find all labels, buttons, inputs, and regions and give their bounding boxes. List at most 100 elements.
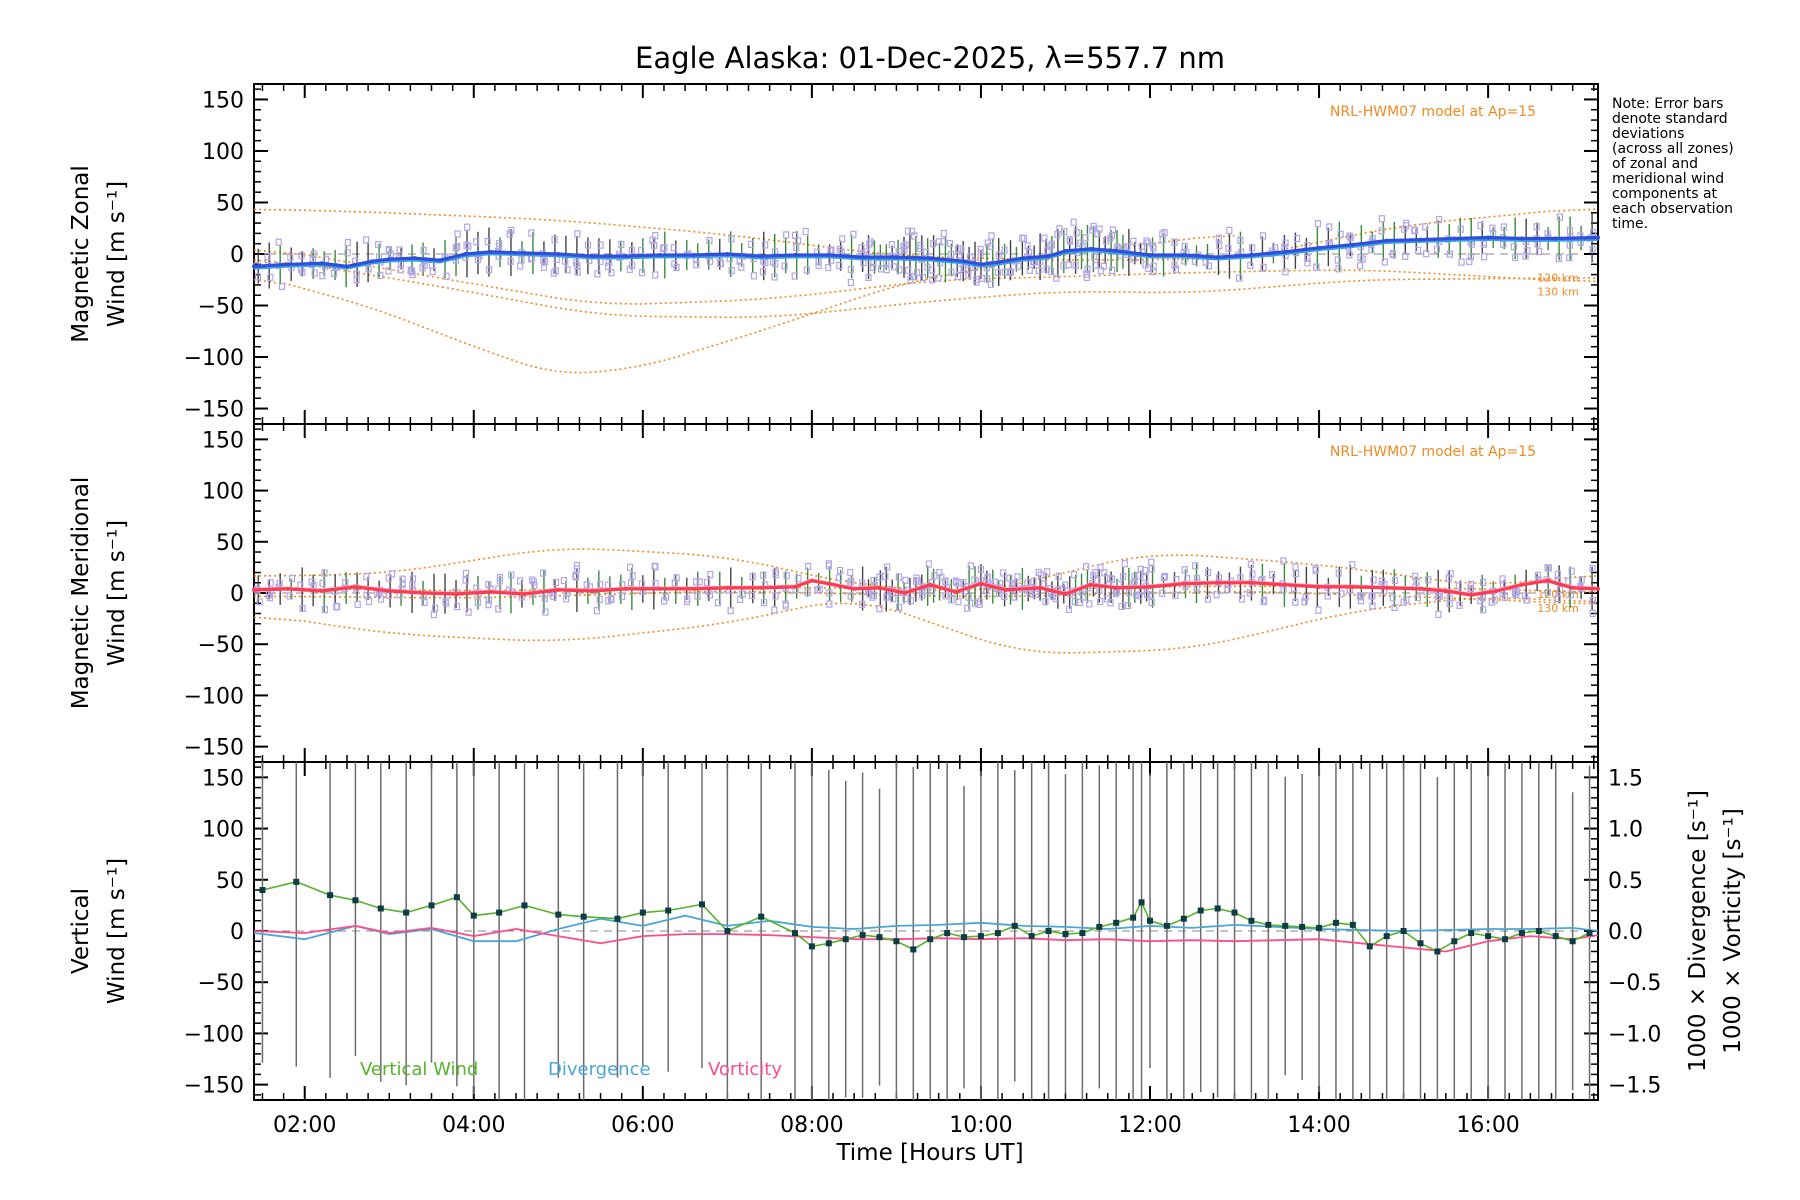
wind-data-point [488,589,493,594]
scatter-point [1204,595,1212,603]
scatter-point [442,597,449,605]
vertical-wind-point [1138,899,1145,906]
scatter-point [836,261,843,270]
wind-data-point [319,261,324,266]
scatter-point [1225,244,1232,252]
scatter-point [1205,262,1213,270]
wind-data-point [1317,245,1322,250]
scatter-point [966,253,974,261]
scatter-point [485,580,492,589]
wind-data-point [387,257,392,262]
scatter-point [884,593,891,601]
wind-data-point [556,587,561,592]
scatter-point [1414,594,1421,602]
scatter-point [1237,236,1244,245]
vertical-wind-point [1383,933,1390,940]
wind-data-point [1249,580,1254,585]
scatter-point [1030,578,1037,586]
scatter-point [1148,558,1155,566]
scatter-point [977,249,984,257]
scatter-point [948,268,955,276]
note-line: deviations [1612,126,1684,142]
scatter-point [1065,605,1073,613]
scatter-point [1304,259,1311,267]
scatter-point [828,246,835,254]
scatter-point [869,593,876,601]
wind-data-point [1148,253,1152,258]
wind-data-point [657,253,662,258]
scatter-point [750,272,757,280]
scatter-point [1349,561,1356,569]
scatter-point [870,576,877,585]
vertical-wind-point [910,946,917,953]
wind-data-point [928,582,933,587]
vertical-wind-point [1316,924,1323,931]
scatter-point [409,575,417,583]
vertical-wind-point [1417,940,1424,947]
scatter-point [265,591,272,599]
vertical-wind-point [944,930,951,937]
scatter-point [385,574,392,582]
scatter-point [1024,242,1031,250]
scatter-point [1224,585,1231,594]
note-line: (across all zones) [1612,141,1734,157]
scatter-point [929,240,937,248]
vertical-wind-point [927,936,934,943]
vertical-wind-point [808,943,815,950]
scatter-point [1458,258,1465,266]
scatter-point [573,565,581,573]
scatter-point [783,231,790,239]
scatter-point [1314,220,1322,228]
scatter-point [847,278,854,287]
wind-data-point [902,591,907,595]
scatter-point [474,598,481,607]
scatter-point [882,572,889,580]
scatter-point [1094,230,1101,238]
scatter-point [1077,598,1084,607]
scatter-point [1216,241,1223,250]
scatter-point [1556,586,1564,594]
wind-data-point [877,585,882,590]
wind-data-point [285,262,290,267]
wind-data-point [852,586,857,591]
scatter-point [1400,225,1408,233]
model-label: NRL-HWM07 model at Ap=15 [1330,444,1536,460]
scatter-point [1226,226,1233,235]
scatter-point [626,265,633,273]
scatter-point [762,241,769,249]
scatter-point [385,267,392,275]
wind-data-point [1519,582,1524,587]
scatter-point [311,269,318,277]
scatter-point [1142,566,1149,575]
y-tick-label: 50 [216,531,244,556]
vertical-wind-point [665,907,672,914]
y2-tick-label: 0.5 [1608,869,1643,894]
scatter-point [1100,262,1107,270]
scatter-point [878,265,885,273]
scatter-point [485,601,492,609]
scatter-point [507,257,514,265]
scatter-point [696,578,703,586]
vertical-wind-point [352,897,359,904]
scatter-point [1248,244,1256,252]
scatter-point [1554,594,1561,603]
y-axis-label-line1: Vertical [68,888,94,974]
scatter-point [895,573,902,581]
vertical-wind-point [1045,928,1052,934]
scatter-point [671,579,678,587]
wind-data-point [1038,585,1043,590]
wind-data-point [1418,237,1423,242]
scatter-point [727,607,734,615]
scatter-point [551,236,558,244]
scatter-point [1415,246,1422,254]
scatter-point [1014,573,1021,581]
scatter-point [1011,593,1018,601]
scatter-point [954,245,962,253]
scatter-point [907,597,915,605]
wind-data-point [953,589,958,594]
y-axis-label-line1: Magnetic Zonal [68,165,94,343]
legend-divergence: Divergence [548,1059,651,1080]
wind-data-point [1148,584,1152,589]
scatter-point [508,226,515,235]
